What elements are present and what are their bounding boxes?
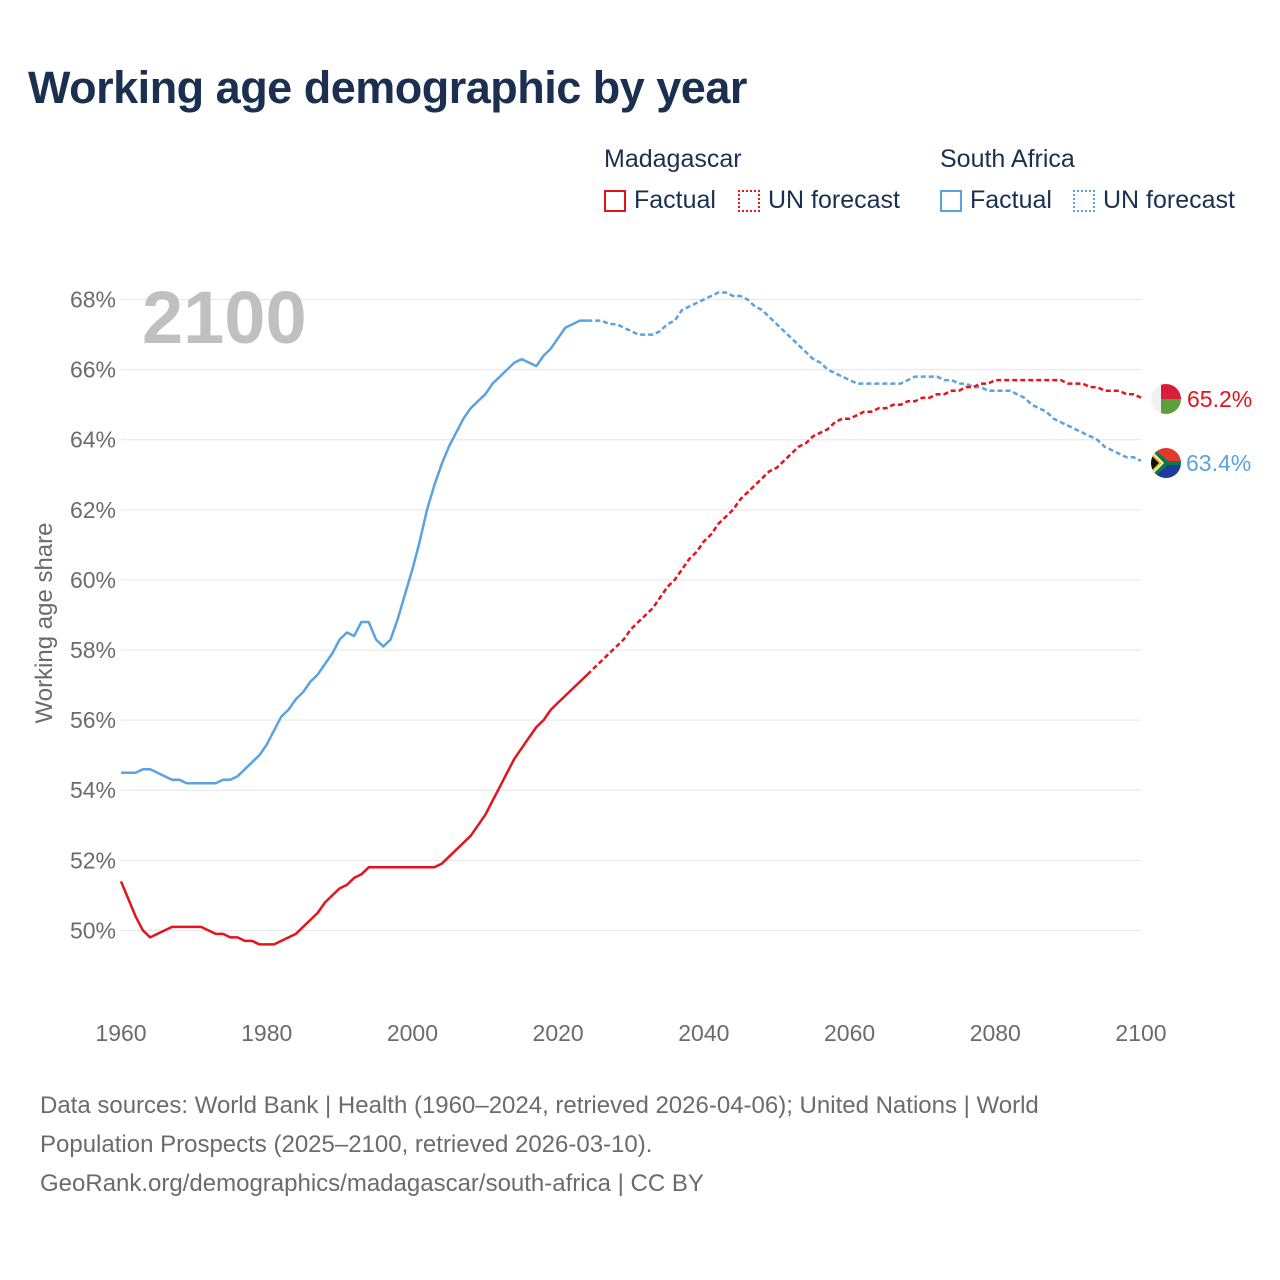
x-tick-label: 1960: [95, 1020, 146, 1046]
x-axis-ticks: 1960 1980 2000 2020 2040 2060 2080 2100: [95, 1020, 1166, 1046]
madagascar-forecast-line: [586, 378, 1142, 676]
y-tick-label: 62%: [70, 497, 116, 523]
series: [119, 291, 1142, 946]
y-axis-ticks: 50% 52% 54% 56% 58% 60% 62% 64% 66% 68%: [70, 287, 116, 944]
y-axis-label: Working age share: [31, 523, 58, 724]
legend-label: UN forecast: [768, 186, 900, 214]
legend-swatch-dotted: [738, 189, 760, 212]
line-chart: 50% 52% 54% 56% 58% 60% 62% 64% 66% 68% 1960 1980 2…: [31, 276, 1252, 1046]
south-africa-factual-line: [121, 319, 588, 785]
madagascar-end-label: 65.2%: [1187, 386, 1252, 412]
legend-label: Factual: [634, 186, 716, 214]
south-africa-flag-icon: [1151, 448, 1181, 478]
y-tick-label: 56%: [70, 707, 116, 733]
madagascar-factual-line: [119, 673, 589, 946]
x-tick-label: 2000: [387, 1020, 438, 1046]
legend-group-south-africa: South Africa: [940, 145, 1075, 173]
south-africa-end-label: 63.4%: [1186, 450, 1251, 476]
footer-line: GeoRank.org/demographics/madagascar/sout…: [40, 1170, 704, 1197]
legend-swatch-solid: [604, 189, 626, 212]
footer-line: Population Prospects (2025–2100, retriev…: [40, 1131, 653, 1158]
x-tick-label: 1980: [241, 1020, 292, 1046]
legend-item-madagascar-forecast[interactable]: UN forecast: [738, 186, 900, 215]
year-watermark: 2100: [142, 276, 307, 359]
y-tick-label: 68%: [70, 287, 116, 313]
y-tick-label: 66%: [70, 357, 116, 383]
footer-line: Data sources: World Bank | Health (1960–…: [40, 1092, 1039, 1119]
x-tick-label: 2100: [1115, 1020, 1166, 1046]
y-tick-label: 54%: [70, 777, 116, 803]
legend-swatch-dotted: [1073, 189, 1095, 212]
x-tick-label: 2060: [824, 1020, 875, 1046]
south-africa-forecast-line: [587, 291, 1142, 462]
legend-item-south-africa-factual[interactable]: Factual: [940, 186, 1052, 215]
gridlines: [121, 299, 1141, 931]
legend-item-madagascar-factual[interactable]: Factual: [604, 186, 716, 215]
legend-item-south-africa-forecast[interactable]: UN forecast: [1073, 186, 1235, 215]
y-tick-label: 60%: [70, 567, 116, 593]
y-tick-label: 50%: [70, 917, 116, 943]
x-tick-label: 2080: [970, 1020, 1021, 1046]
legend-swatch-solid: [940, 189, 962, 212]
x-tick-label: 2040: [678, 1020, 729, 1046]
y-tick-label: 64%: [70, 427, 116, 453]
source-footer: Data sources: World Bank | Health (1960–…: [40, 1086, 1240, 1203]
y-tick-label: 52%: [70, 847, 116, 873]
legend-label: Factual: [970, 186, 1052, 214]
page-title: Working age demographic by year: [28, 62, 747, 113]
legend-group-madagascar: Madagascar: [604, 145, 742, 173]
y-tick-label: 58%: [70, 637, 116, 663]
madagascar-flag-icon: [1151, 384, 1181, 414]
legend-label: UN forecast: [1103, 186, 1235, 214]
x-tick-label: 2020: [533, 1020, 584, 1046]
